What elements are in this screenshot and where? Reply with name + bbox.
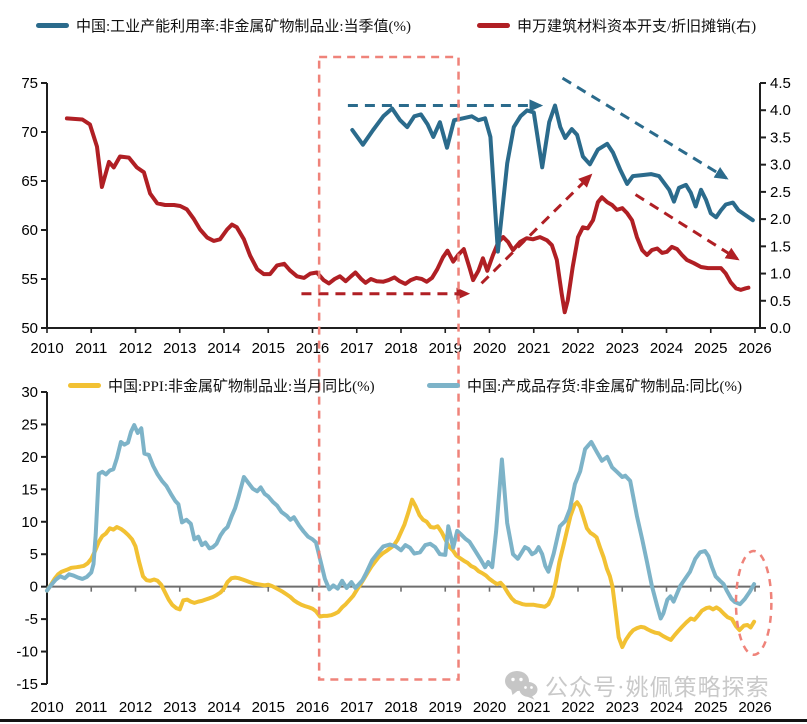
svg-text:2015: 2015: [252, 699, 285, 716]
svg-text:2015: 2015: [252, 340, 285, 357]
svg-text:1.0: 1.0: [770, 266, 791, 283]
wechat-icon: [505, 671, 538, 700]
svg-text:2024: 2024: [650, 340, 683, 357]
legend-swatch-ppi: [68, 383, 101, 388]
watermark: 公众号·姚佩策略探索: [504, 668, 770, 702]
svg-text:30: 30: [21, 384, 38, 401]
svg-text:2013: 2013: [163, 699, 196, 716]
svg-text:70: 70: [21, 124, 38, 141]
svg-text:2022: 2022: [561, 699, 594, 716]
svg-text:-5: -5: [25, 611, 38, 628]
svg-text:2012: 2012: [119, 699, 152, 716]
svg-text:2017: 2017: [340, 699, 373, 716]
svg-text:2026: 2026: [738, 340, 771, 357]
svg-text:2021: 2021: [517, 340, 550, 357]
svg-text:2024: 2024: [650, 699, 683, 716]
svg-text:2.0: 2.0: [770, 211, 791, 228]
watermark-text: 公众号·姚佩策略探索: [545, 675, 770, 700]
legend-label-capex: 申万建筑材料资本开支/折旧摊销(右): [517, 19, 757, 35]
svg-text:2012: 2012: [119, 340, 152, 357]
svg-text:20: 20: [21, 449, 38, 466]
svg-text:2018: 2018: [384, 340, 417, 357]
svg-text:2017: 2017: [340, 340, 373, 357]
svg-text:2019: 2019: [429, 699, 462, 716]
svg-text:2026: 2026: [738, 699, 771, 716]
svg-text:10: 10: [21, 514, 38, 531]
svg-text:25: 25: [21, 416, 38, 433]
bottom-chart-legend-ppi: 中国:PPI:非金属矿物制品业:当月同比(%): [68, 375, 375, 396]
svg-text:5: 5: [30, 546, 38, 563]
svg-text:2018: 2018: [384, 699, 417, 716]
svg-text:4.0: 4.0: [770, 102, 791, 119]
svg-text:2022: 2022: [561, 340, 594, 357]
svg-text:2011: 2011: [75, 340, 107, 357]
svg-text:-10: -10: [16, 644, 38, 661]
svg-text:2025: 2025: [694, 340, 727, 357]
legend-label-inventory: 中国:产成品存货:非金属矿物制品:同比(%): [467, 379, 742, 395]
svg-text:65: 65: [21, 173, 38, 190]
legend-label-ppi: 中国:PPI:非金属矿物制品业:当月同比(%): [108, 379, 375, 395]
legend-swatch-inventory: [427, 383, 460, 388]
svg-text:4.5: 4.5: [770, 75, 791, 92]
svg-text:2013: 2013: [163, 340, 196, 357]
svg-text:60: 60: [21, 222, 38, 239]
svg-text:0.5: 0.5: [770, 293, 791, 310]
svg-text:2023: 2023: [606, 699, 639, 716]
svg-text:-15: -15: [16, 676, 38, 693]
svg-text:2025: 2025: [694, 699, 727, 716]
svg-text:2014: 2014: [207, 340, 240, 357]
svg-text:55: 55: [21, 271, 38, 288]
svg-text:2016: 2016: [296, 699, 329, 716]
bottom-rule: [0, 719, 807, 722]
bottom-chart-legend-inventory: 中国:产成品存货:非金属矿物制品:同比(%): [427, 375, 742, 396]
legend-swatch-utilization: [36, 23, 69, 28]
svg-text:2023: 2023: [606, 340, 639, 357]
svg-text:2014: 2014: [207, 699, 240, 716]
top-chart-legend-capex: 申万建筑材料资本开支/折旧摊销(右): [477, 15, 756, 36]
svg-text:3.5: 3.5: [770, 129, 791, 146]
legend-label-utilization: 中国:工业产能利用率:非金属矿物制品业:当季值(%): [76, 19, 411, 35]
svg-text:2020: 2020: [473, 340, 506, 357]
svg-text:2020: 2020: [473, 699, 506, 716]
svg-text:1.5: 1.5: [770, 238, 791, 255]
svg-text:2.5: 2.5: [770, 184, 791, 201]
svg-text:2019: 2019: [429, 340, 462, 357]
svg-text:75: 75: [21, 75, 38, 92]
svg-text:2011: 2011: [75, 699, 107, 716]
svg-text:3.0: 3.0: [770, 157, 791, 174]
svg-text:0: 0: [30, 579, 38, 596]
svg-text:15: 15: [21, 481, 38, 498]
svg-text:0.0: 0.0: [770, 320, 791, 337]
svg-text:2021: 2021: [517, 699, 550, 716]
svg-text:50: 50: [21, 320, 38, 337]
svg-text:2010: 2010: [30, 699, 63, 716]
svg-text:2010: 2010: [30, 340, 63, 357]
svg-text:2016: 2016: [296, 340, 329, 357]
legend-swatch-capex: [477, 23, 510, 28]
top-chart-legend-utilization: 中国:工业产能利用率:非金属矿物制品业:当季值(%): [36, 15, 411, 36]
